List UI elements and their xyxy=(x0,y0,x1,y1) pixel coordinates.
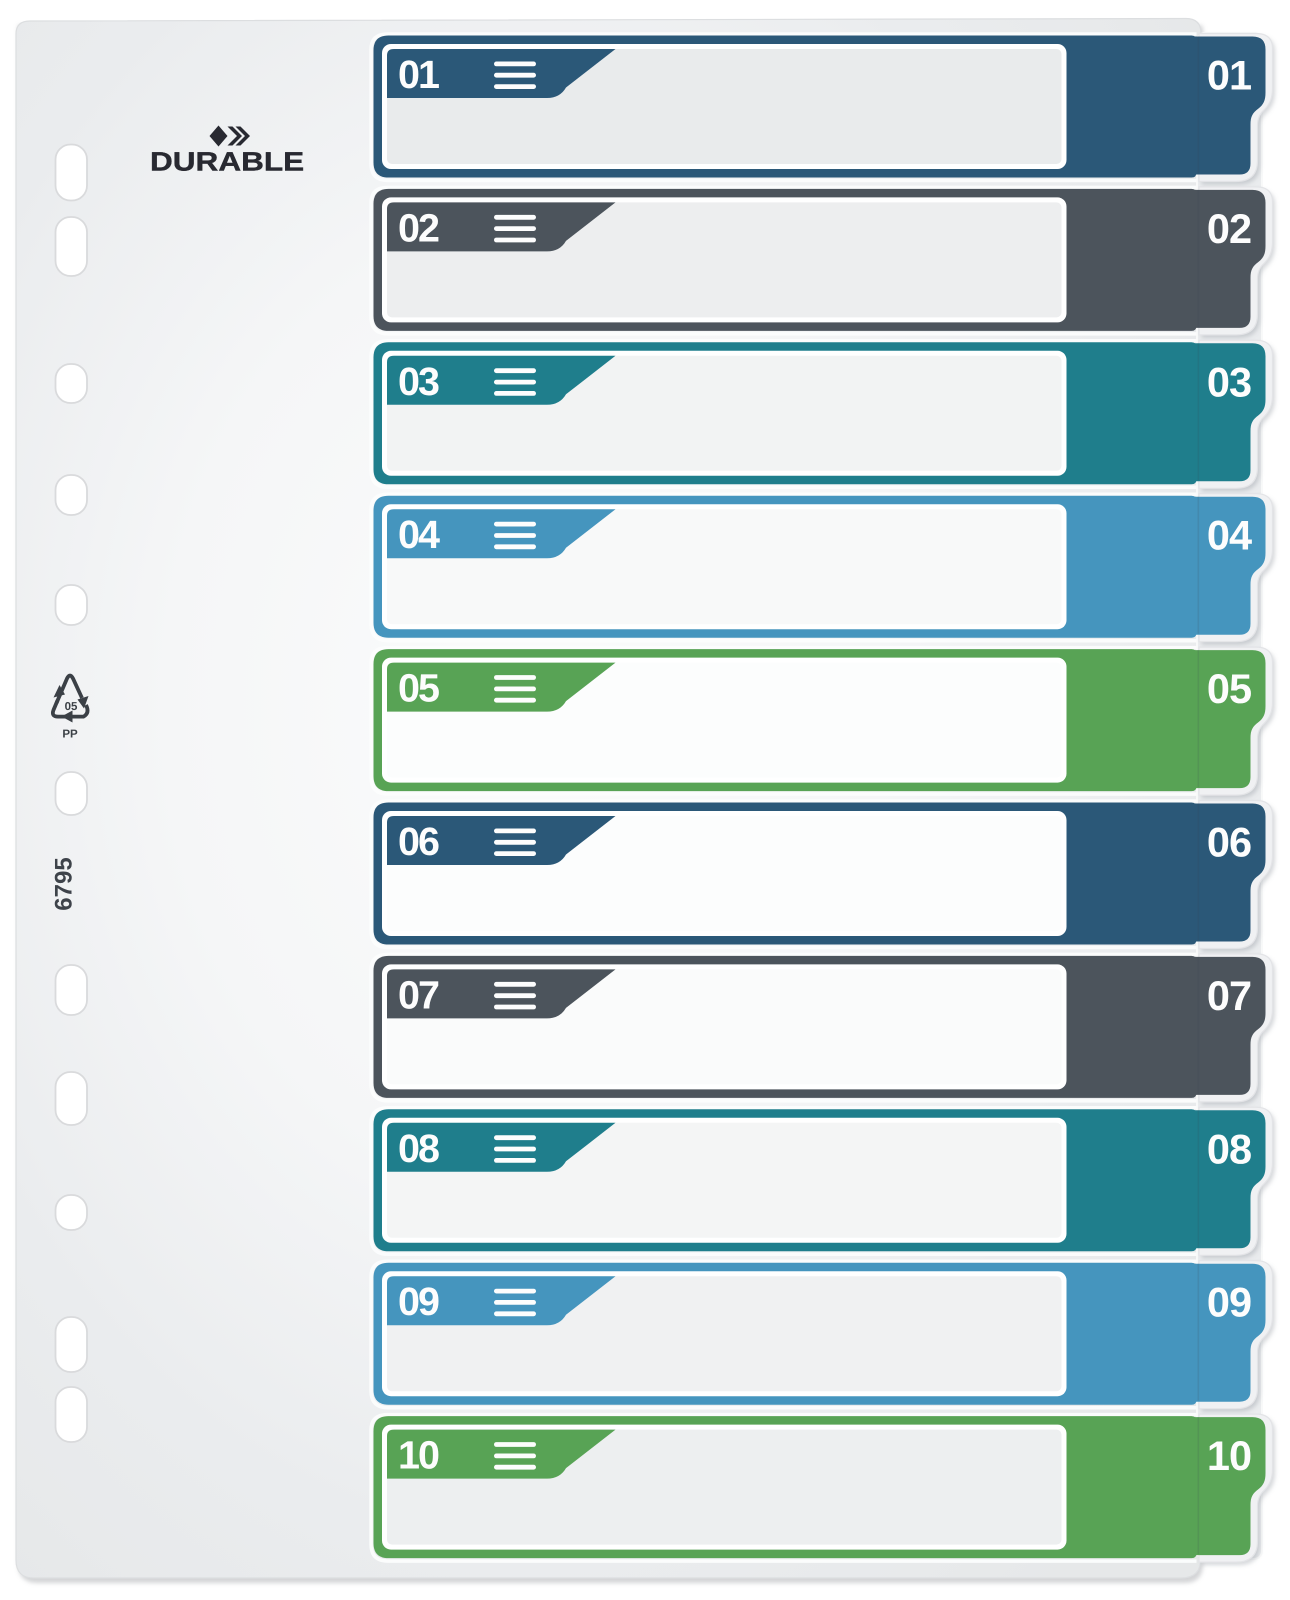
svg-text:01: 01 xyxy=(398,53,439,97)
svg-text:03: 03 xyxy=(1207,358,1251,405)
svg-text:05: 05 xyxy=(398,667,439,711)
svg-text:05: 05 xyxy=(65,701,78,713)
svg-text:07: 07 xyxy=(398,973,439,1017)
svg-text:05: 05 xyxy=(1207,665,1251,712)
svg-text:09: 09 xyxy=(1207,1279,1251,1326)
svg-text:03: 03 xyxy=(398,360,439,404)
svg-text:04: 04 xyxy=(398,513,440,557)
svg-text:02: 02 xyxy=(1207,205,1251,252)
svg-text:10: 10 xyxy=(398,1434,439,1478)
svg-text:DURABLE: DURABLE xyxy=(150,147,304,177)
svg-text:PP: PP xyxy=(62,729,78,741)
svg-text:10: 10 xyxy=(1207,1432,1251,1479)
svg-text:08: 08 xyxy=(398,1127,439,1171)
svg-text:01: 01 xyxy=(1207,52,1251,99)
svg-text:06: 06 xyxy=(1207,819,1251,866)
svg-text:07: 07 xyxy=(1207,972,1251,1019)
svg-text:09: 09 xyxy=(398,1280,439,1324)
svg-text:6795: 6795 xyxy=(51,857,78,910)
svg-text:02: 02 xyxy=(398,206,439,250)
svg-text:08: 08 xyxy=(1207,1125,1251,1172)
svg-text:04: 04 xyxy=(1207,512,1252,559)
svg-text:06: 06 xyxy=(398,820,439,864)
